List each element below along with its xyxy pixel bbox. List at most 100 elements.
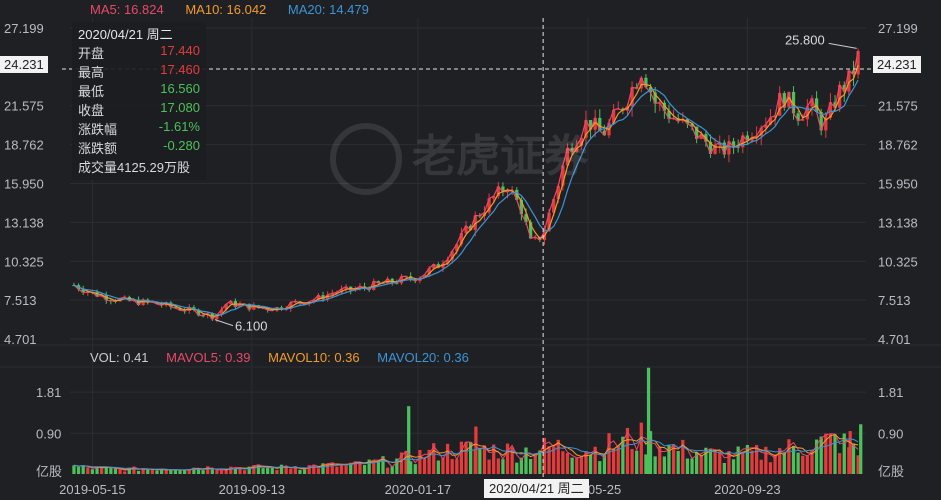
candle-body [598,117,602,131]
candle-body [372,281,376,290]
candle-body [436,264,440,268]
volume-bar [261,468,265,474]
volume-bar [316,468,321,474]
volume-bar [427,449,431,474]
price-tick-left: 21.575 [4,99,44,114]
volume-bar [72,465,76,474]
volume-bar [805,455,809,474]
candle-body [750,137,754,141]
volume-bar [127,467,131,474]
x-tick-label: 2020-01-17 [385,482,452,497]
watermark-text: 老虎证券 [412,132,588,181]
volume-bar [727,450,731,474]
open-value: 17.440 [160,43,200,58]
volume-bar [219,469,224,474]
candle-body [644,77,648,88]
low-annotation-leader [214,319,234,327]
volume-bar [681,439,685,474]
volume-bar [791,445,796,474]
mavol20-label: MAVOL20: 0.36 [377,350,469,365]
candle-body [768,117,773,125]
volume-bar [695,452,699,474]
volume-bar [764,446,768,474]
candle-body [459,233,464,245]
panel-volume: 成交量4125.29万股 [78,160,190,175]
volume-bar [169,469,173,474]
volume-bar [381,456,385,474]
volume-bar [247,466,251,474]
candle-body [196,309,201,316]
candle-body [344,286,348,289]
candle-body [842,84,846,92]
price-tick-left: 18.762 [4,138,44,153]
volume-bar [445,443,450,474]
volume-bar [436,460,440,474]
volume-bar [570,457,574,474]
price-tick-left: 27.199 [4,21,44,36]
candle-body [556,185,560,200]
candle-body [229,300,233,305]
candle-body [662,102,666,111]
volume-bar [667,444,671,474]
volume-bar [113,468,118,474]
volume-bar [330,462,334,474]
candle-body [215,314,219,320]
volume-bar [372,460,376,474]
volume-bar [833,434,837,474]
panel-row-high: 最高 17.460 [78,62,200,80]
volume-bar [552,446,556,474]
volume-bar [418,449,422,474]
volume-bar [469,442,473,474]
volume-bar [395,458,399,474]
volume-bar [146,469,150,474]
volume-bar [575,457,579,474]
panel-row-open: 开盘 17.440 [78,43,200,61]
candle-body [565,147,570,166]
candle-body [178,308,182,311]
volume-bar [335,466,339,474]
candle-body [838,84,842,108]
candle-body [312,299,316,302]
candle-body [791,91,796,114]
volume-bar [584,451,588,474]
candle-body [552,199,556,213]
volume-bar [713,449,717,474]
volume-bar [132,466,136,474]
candle-body [95,292,99,297]
volume-bar [455,459,459,474]
candle-body [289,302,293,309]
volume-bar [289,468,293,474]
mavol10-label: MAVOL10: 0.36 [268,350,360,365]
volume-bar [515,462,519,474]
volume-bar [851,443,856,474]
volume-bar [321,463,325,474]
volume-tick-left: 1.81 [36,385,61,400]
ma10-label: MA10: 16.042 [185,2,267,17]
candle-body [690,123,694,127]
candle-body [764,124,768,128]
volume-bar [708,449,713,474]
volume-bar [538,450,542,474]
candle-body [611,109,616,123]
candle-body [362,286,367,288]
candle-body [252,305,256,310]
price-tick-left: 13.138 [4,215,44,230]
candle-body [519,199,524,215]
ma20-label: MA20: 14.479 [287,2,369,17]
volume-bar [187,469,191,474]
volume-bar [326,463,330,474]
volume-bar [528,459,533,474]
volume-bar [136,470,141,474]
volume-bar [690,458,694,474]
candle-body [801,119,805,121]
volume-bar [390,466,394,474]
volume-bar [409,461,413,474]
candle-body [593,117,597,130]
candle-body [778,93,782,116]
candle-body [667,110,671,119]
close-value: 17.080 [160,100,200,115]
volume-bar [183,469,187,474]
volume-bar [648,431,653,474]
volume-bar [279,464,284,474]
